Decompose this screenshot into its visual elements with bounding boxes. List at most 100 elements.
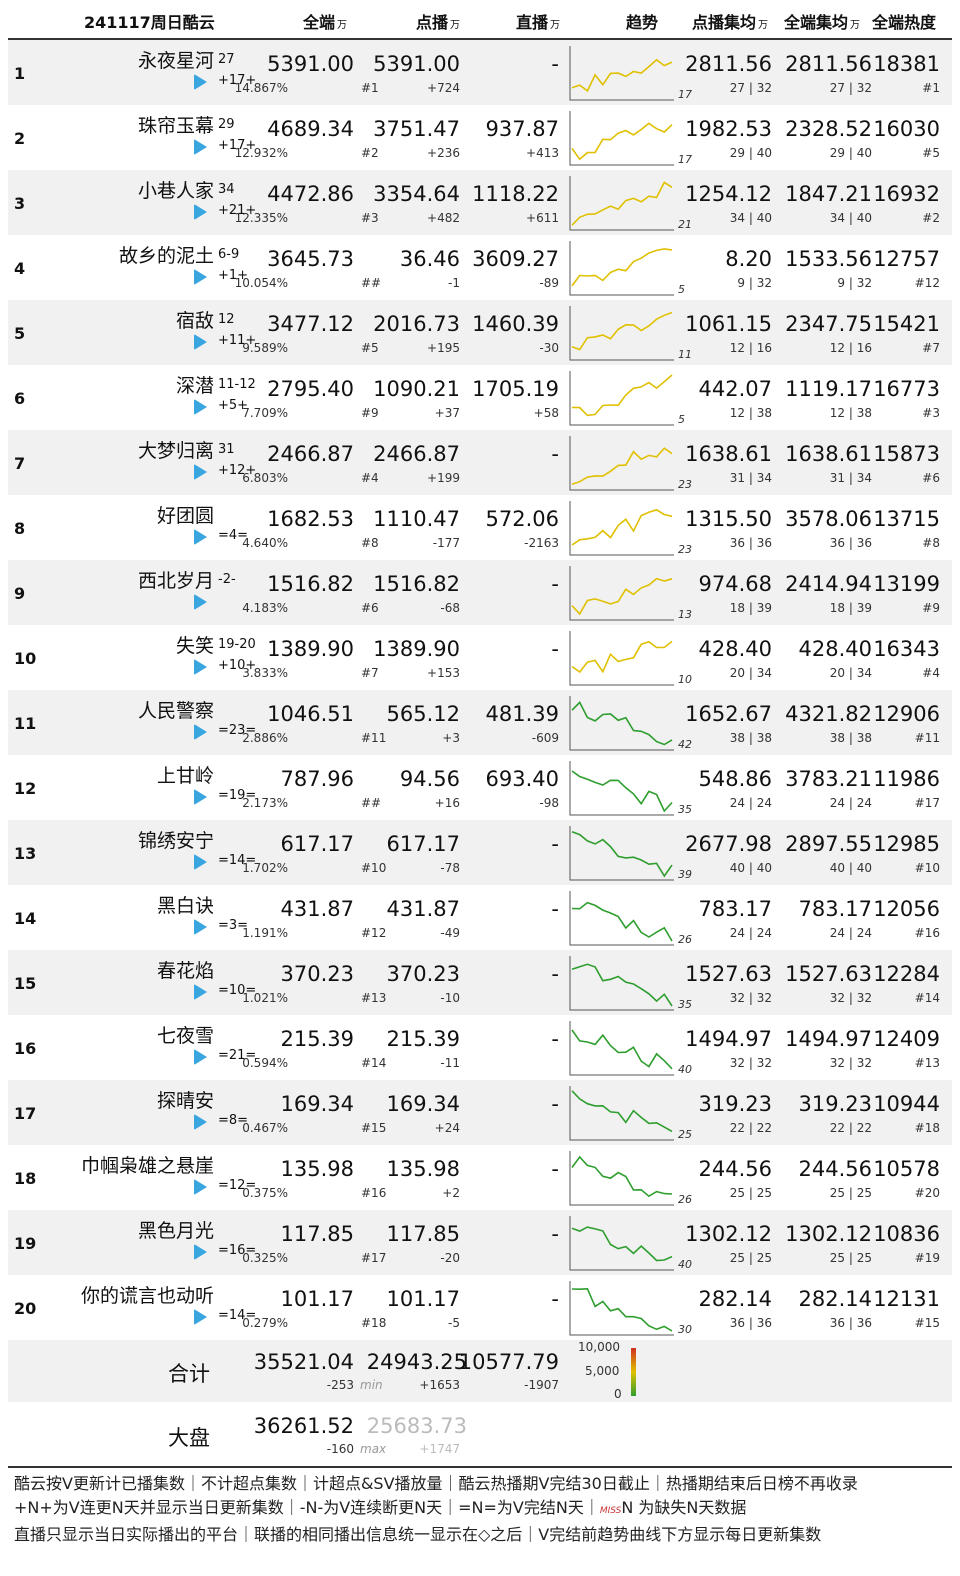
- play-icon: [194, 1049, 207, 1065]
- update-badge: =10=: [218, 983, 257, 998]
- total-views: 4472.86: [267, 182, 354, 206]
- heat-score: 16932: [873, 182, 940, 206]
- trend-line: [571, 122, 673, 161]
- col-live-header: 直播万: [516, 13, 561, 32]
- total-views: 2795.40: [267, 377, 354, 401]
- rank-number: 9: [14, 584, 26, 603]
- total-avg-ep-count: 29 | 40: [829, 146, 872, 160]
- market-vod: 25683.73: [366, 1414, 467, 1438]
- trend-sparkline: [569, 111, 674, 166]
- vod-views: 2466.87: [373, 442, 460, 466]
- heat-rank: #9: [922, 601, 940, 615]
- play-icon: [194, 594, 207, 610]
- trend-sparkline: [569, 696, 674, 751]
- episode-count: 12: [218, 312, 235, 327]
- total-rank: #18: [361, 1316, 387, 1330]
- trend-line: [571, 640, 673, 674]
- vod-delta: +37: [434, 406, 460, 420]
- total-avg-per-ep: 1527.63: [785, 962, 872, 986]
- heat-score: 12985: [873, 832, 940, 856]
- trend-line: [571, 447, 673, 485]
- vod-views: 169.34: [386, 1092, 460, 1116]
- live-delta: -30: [539, 341, 559, 355]
- table-row: 18 巾帼枭雄之悬崖 =12= 135.98 0.375% #16 135.98 +2 - 244…: [8, 1145, 952, 1210]
- footer-notes: 酷云按V更新计已播集数｜不计超点集数｜计超点&SV播放量｜酷云热播期V完结30日…: [14, 1472, 944, 1547]
- vod-delta: -177: [432, 536, 460, 550]
- trend-axis: [569, 696, 674, 751]
- trend-sparkline: [569, 501, 674, 556]
- live-views: -: [551, 442, 559, 466]
- trend-axis: [569, 1086, 674, 1141]
- total-views: 1516.82: [267, 572, 354, 596]
- total-avg-ep-count: 12 | 16: [829, 341, 872, 355]
- vod-avg-per-ep: 1638.61: [685, 442, 772, 466]
- vod-views: 215.39: [386, 1027, 460, 1051]
- play-icon: [194, 1114, 207, 1130]
- legend-hi: 10,000: [578, 1340, 620, 1354]
- update-badge: =4=: [218, 528, 249, 543]
- total-rank: #17: [361, 1251, 387, 1265]
- table-row: 13 锦绣安宁 =14= 617.17 1.702% #10 617.17 -78 - 2677.…: [8, 820, 952, 885]
- play-icon: [194, 269, 207, 285]
- vod-delta: -5: [448, 1316, 460, 1330]
- trend-episode-label: 10: [678, 673, 692, 686]
- total-views: 2466.87: [267, 442, 354, 466]
- trend-sparkline: [569, 956, 674, 1011]
- total-avg-per-ep: 2414.94: [785, 572, 872, 596]
- total-avg-ep-count: 27 | 32: [829, 81, 872, 95]
- table-row: 4 故乡的泥土 6-9 +1+ 3645.73 10.054% ## 36.46 -1 3609.…: [8, 235, 952, 300]
- vod-avg-ep-count: 22 | 22: [729, 1121, 772, 1135]
- total-share: 4.183%: [242, 601, 288, 615]
- total-rank: #4: [361, 471, 379, 485]
- total-rank: #11: [361, 731, 387, 745]
- summary-live-delta: -1907: [524, 1378, 559, 1392]
- update-badge: =23=: [218, 723, 257, 738]
- total-avg-per-ep: 1638.61: [785, 442, 872, 466]
- trend-episode-label: 42: [678, 738, 692, 751]
- vod-delta: +16: [434, 796, 460, 810]
- date-label: 241117周日酷云: [84, 13, 215, 32]
- vod-avg-ep-count: 29 | 40: [729, 146, 772, 160]
- trend-line: [571, 577, 673, 616]
- live-views: -: [551, 897, 559, 921]
- trend-axis: [569, 826, 674, 881]
- rank-number: 18: [14, 1169, 37, 1188]
- total-avg-ep-count: 9 | 32: [837, 276, 872, 290]
- trend-axis: [569, 46, 674, 101]
- total-views: 169.34: [280, 1092, 354, 1116]
- vod-avg-per-ep: 1494.97: [685, 1027, 772, 1051]
- trend-sparkline: [569, 1021, 674, 1076]
- rank-number: 7: [14, 454, 26, 473]
- heat-score: 11986: [873, 767, 940, 791]
- live-views: -: [551, 1092, 559, 1116]
- heat-score: 15873: [873, 442, 940, 466]
- vod-avg-per-ep: 1527.63: [685, 962, 772, 986]
- summary-total-delta: -253: [326, 1378, 354, 1392]
- vod-avg-ep-count: 31 | 34: [729, 471, 772, 485]
- trend-line: [571, 248, 673, 287]
- platform-icons: [194, 724, 207, 740]
- total-share: 0.279%: [242, 1316, 288, 1330]
- trend-line: [571, 374, 673, 417]
- miss-mark: MISS: [599, 1506, 622, 1516]
- trend-axis: [569, 891, 674, 946]
- total-share: 12.932%: [234, 146, 288, 160]
- live-views: -: [551, 52, 559, 76]
- trend-sparkline: [569, 1086, 674, 1141]
- vod-avg-per-ep: 1302.12: [685, 1222, 772, 1246]
- play-icon: [194, 334, 207, 350]
- total-rank: #8: [361, 536, 379, 550]
- table-row: 3 小巷人家 34 +21+ 4472.86 12.335% #3 3354.64 +482 11…: [8, 170, 952, 235]
- trend-sparkline: [569, 1281, 674, 1336]
- episode-count: 27: [218, 52, 235, 67]
- total-avg-per-ep: 2328.52: [785, 117, 872, 141]
- total-avg-per-ep: 2811.56: [785, 52, 872, 76]
- trend-episode-label: 23: [678, 543, 692, 556]
- vod-delta: +236: [427, 146, 460, 160]
- vod-views: 565.12: [386, 702, 460, 726]
- trend-line: [571, 701, 673, 746]
- heat-score: 16030: [873, 117, 940, 141]
- total-views: 3477.12: [267, 312, 354, 336]
- total-rank: #15: [361, 1121, 387, 1135]
- vod-avg-ep-count: 32 | 32: [729, 991, 772, 1005]
